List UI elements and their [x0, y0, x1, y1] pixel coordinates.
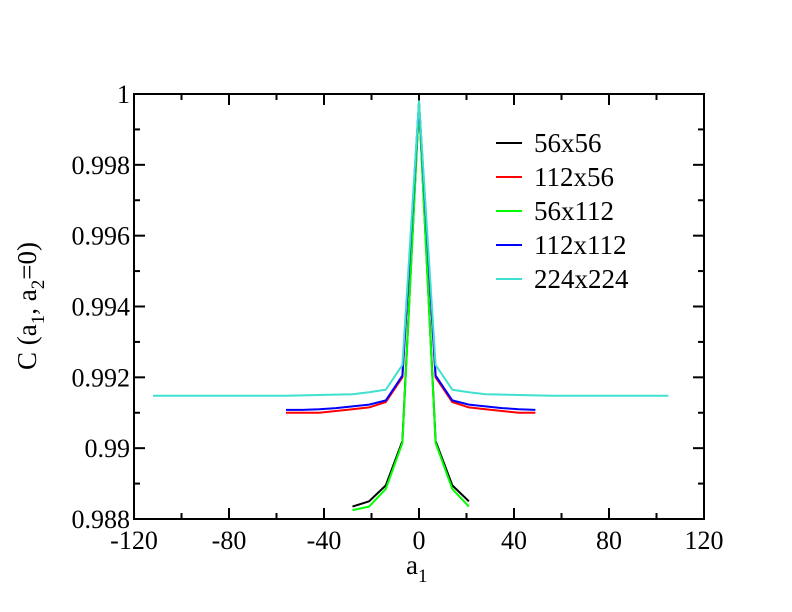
x-tick-label: -40: [307, 526, 342, 555]
y-tick-label: 0.994: [72, 293, 131, 322]
x-tick-label: -80: [212, 526, 247, 555]
x-tick-label: 40: [501, 526, 527, 555]
x-tick-label: 0: [413, 526, 426, 555]
series-line-56x112: [352, 103, 470, 512]
y-tick-label: 0.996: [72, 222, 131, 251]
y-tick-label: 0.99: [85, 434, 131, 463]
series-line-56x56: [352, 101, 470, 508]
plot-frame: [133, 93, 705, 520]
legend-label: 112x56: [534, 162, 614, 192]
x-axis-title: a1: [406, 550, 427, 587]
series-lines: [153, 100, 669, 512]
legend-label: 56x56: [534, 128, 602, 158]
x-tick-label: -120: [110, 526, 158, 555]
legend: 56x56 112x56 56x112 112x112 224x224: [496, 128, 629, 294]
axis-tick-labels: -120 -80 -40 0 40 80 120 0.988 0.99 0.992 0.994 0.9…: [72, 80, 724, 555]
series-line-224x224: [153, 100, 669, 397]
legend-label: 224x224: [534, 264, 629, 294]
legend-label: 112x112: [534, 230, 627, 260]
y-tick-label: 1: [117, 80, 130, 109]
y-tick-label: 0.988: [72, 505, 131, 534]
x-tick-label: 80: [596, 526, 622, 555]
y-tick-label: 0.992: [72, 363, 131, 392]
legend-label: 56x112: [534, 196, 614, 226]
axis-ticks: [133, 93, 705, 520]
x-tick-label: 120: [685, 526, 724, 555]
y-axis-title: C (a1, a2=0): [12, 242, 49, 370]
y-tick-label: 0.998: [72, 151, 131, 180]
